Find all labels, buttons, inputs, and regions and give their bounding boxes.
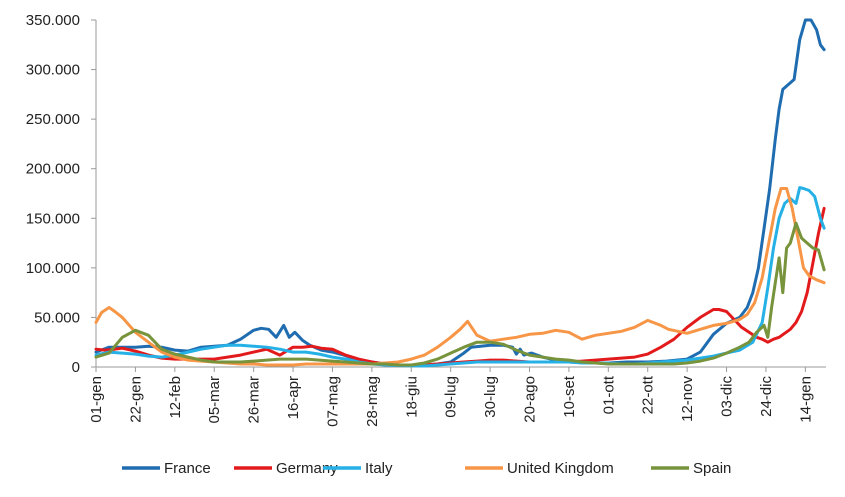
series-layer (94, 18, 826, 368)
series-line-germany (94, 206, 826, 367)
x-tick-label: 26-mar (246, 376, 263, 424)
x-tick-label: 12-nov (679, 376, 696, 422)
series-line-spain (94, 221, 826, 367)
x-tick-label: 14-gen (797, 376, 814, 423)
legend: France Germany Italy United Kingdom Spain (122, 460, 731, 477)
legend-label: Spain (693, 460, 731, 477)
x-tick-label: 01-ott (600, 375, 617, 414)
legend-item: Italy (323, 460, 393, 477)
x-tick-label: 05-mar (206, 376, 223, 424)
y-tick-label: 0 (72, 359, 80, 376)
x-tick-label: 28-mag (364, 376, 381, 427)
x-tick-label: 09-lug (443, 376, 460, 418)
legend-label: France (164, 460, 211, 477)
legend-label: Germany (276, 460, 338, 477)
y-tick-label: 150.000 (26, 210, 80, 227)
y-tick-label: 300.000 (26, 62, 80, 79)
legend-item: United Kingdom (465, 460, 614, 477)
x-tick-label: 07-mag (324, 376, 341, 427)
x-tick-label: 03-dic (719, 376, 736, 417)
series-line-france (94, 18, 826, 367)
legend-item: France (122, 460, 211, 477)
legend-item: Spain (651, 460, 731, 477)
legend-label: United Kingdom (507, 460, 614, 477)
y-tick-label: 200.000 (26, 161, 80, 178)
x-tick-label: 10-set (561, 375, 578, 418)
x-tick-label: 18-giu (403, 376, 420, 418)
series-line-italy (94, 186, 826, 368)
legend-label: Italy (365, 460, 393, 477)
x-tick-label: 20-ago (521, 376, 538, 423)
x-tick-label: 30-lug (482, 376, 499, 418)
series-line-united-kingdom (94, 187, 826, 367)
legend-item: Germany (234, 460, 338, 477)
y-tick-label: 350.000 (26, 12, 80, 29)
y-tick-label: 100.000 (26, 260, 80, 277)
y-tick-label: 250.000 (26, 111, 80, 128)
x-axis: 01-gen 22-gen 12-feb 05-mar 26-mar 16-apr 07-m… (88, 366, 826, 427)
x-tick-label: 01-gen (88, 376, 105, 423)
x-tick-label: 22-gen (127, 376, 144, 423)
x-tick-label: 12-feb (167, 376, 184, 419)
x-tick-label: 22-ott (640, 375, 657, 414)
y-axis: 0 50.000 100.000 150.000 200.000 250.000 300.0… (26, 12, 97, 376)
x-tick-label: 16-apr (285, 376, 302, 419)
x-tick-label: 24-dic (758, 376, 775, 417)
y-tick-label: 50.000 (34, 309, 80, 326)
